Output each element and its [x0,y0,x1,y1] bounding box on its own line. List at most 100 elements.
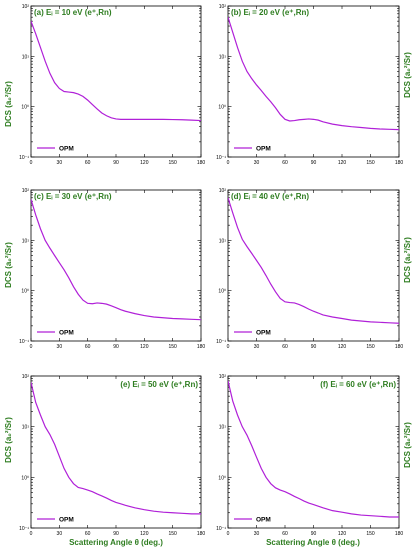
y-tick-label-f-1: 10⁰ [218,475,226,481]
x-tick-label-a-30: 30 [57,160,63,166]
x-tick-label-f-0: 0 [227,531,230,537]
x-tick-label-a-90: 90 [113,160,119,166]
panel-f: 0 30 60 90 120 150 180 10⁻¹ 10⁰ 10¹ 10² OPM (f) Eᵢ =… [216,374,403,537]
x-tick-label-a-120: 120 [140,160,149,166]
x-tick-label-e-120: 120 [140,531,149,537]
panel-a: 0 30 60 90 120 150 180 10⁻¹ 10⁰ 10¹ 10² OPM (a) Eᵢ =… [19,4,205,166]
x-tick-label-f-180: 180 [395,531,404,537]
y-tick-label-d-3: 10² [219,188,227,194]
y-tick-label-f-3: 10² [219,374,227,380]
x-tick-label-c-0: 0 [30,344,33,350]
ylabel-panel-a: DCS (a₀²/Sr) [4,81,13,127]
x-tick-label-f-150: 150 [366,531,375,537]
legend-label-c: OPM [59,329,74,336]
x-tick-label-d-90: 90 [311,344,317,350]
y-tick-label-f-2: 10¹ [219,425,227,431]
y-tick-label-a-3: 10² [22,4,30,10]
x-tick-label-d-0: 0 [227,344,230,350]
x-tick-label-e-90: 90 [113,531,119,537]
panel-title-b: (b) Eᵢ = 20 eV (e⁺,Rn) [231,8,309,17]
series-line-c [31,199,201,321]
x-tick-label-b-150: 150 [366,160,375,166]
plot-frame-e [30,375,202,529]
panel-e: 0 30 60 90 120 150 180 10⁻¹ 10⁰ 10¹ 10² OPM (e) Eᵢ =… [19,374,205,537]
y-tick-label-b-0: 10⁻¹ [216,155,226,161]
series-line-d [228,197,399,324]
ylabel-panel-e: DCS (a₀²/Sr) [4,417,13,463]
y-tick-label-b-1: 10⁰ [218,105,226,111]
y-tick-label-e-2: 10¹ [22,425,30,431]
x-tick-label-e-60: 60 [85,531,91,537]
y-tick-label-c-2: 10¹ [22,238,30,244]
legend-label-f: OPM [256,516,271,523]
x-tick-label-e-0: 0 [30,531,33,537]
legend-label-d: OPM [256,329,271,336]
x-tick-label-b-60: 60 [282,160,288,166]
x-tick-label-a-150: 150 [168,160,177,166]
xlabel-left: Scattering Angle θ (deg.) [69,538,163,547]
x-tick-label-b-30: 30 [254,160,260,166]
series-line-f [228,380,399,518]
ylabel-panel-b: DCS (a₀²/Sr) [403,52,412,98]
legend-label-e: OPM [59,516,74,523]
panel-title-e: (e) Eᵢ = 50 eV (e⁺,Rn) [120,380,198,389]
panel-title-c: (c) Eᵢ = 30 eV (e⁺,Rn) [34,192,112,201]
y-tick-label-c-3: 10² [22,188,30,194]
xlabel-right: Scattering Angle θ (deg.) [266,538,360,547]
y-tick-label-c-1: 10⁰ [21,289,29,295]
ylabel-panel-f: DCS (a₀²/Sr) [403,422,412,468]
y-tick-label-a-0: 10⁻¹ [19,155,29,161]
panel-d: 0 30 60 90 120 150 180 10⁻¹ 10⁰ 10¹ 10² OPM (d) Eᵢ =… [216,188,403,350]
x-tick-label-e-150: 150 [168,531,177,537]
x-tick-label-f-60: 60 [282,531,288,537]
x-tick-label-c-180: 180 [197,344,206,350]
y-tick-label-e-1: 10⁰ [21,475,29,481]
y-tick-label-f-0: 10⁻¹ [216,526,226,532]
y-tick-label-b-3: 10² [219,4,227,10]
y-tick-label-a-2: 10¹ [22,54,30,60]
x-tick-label-b-0: 0 [227,160,230,166]
x-tick-label-d-150: 150 [366,344,375,350]
x-tick-label-e-30: 30 [57,531,63,537]
y-tick-label-d-2: 10¹ [219,238,227,244]
x-tick-label-b-180: 180 [395,160,404,166]
y-tick-label-b-2: 10¹ [219,54,227,60]
x-tick-label-a-0: 0 [30,160,33,166]
panel-title-a: (a) Eᵢ = 10 eV (e⁺,Rn) [34,8,112,17]
y-tick-label-e-3: 10² [22,374,30,380]
x-tick-label-c-90: 90 [113,344,119,350]
y-tick-label-a-1: 10⁰ [21,105,29,111]
y-tick-label-e-0: 10⁻¹ [19,526,29,532]
x-tick-label-f-120: 120 [338,531,347,537]
series-line-a [31,20,201,122]
x-tick-label-d-120: 120 [338,344,347,350]
x-tick-label-f-90: 90 [311,531,317,537]
x-tick-label-c-150: 150 [168,344,177,350]
x-tick-label-d-60: 60 [282,344,288,350]
legend-label-a: OPM [59,145,74,152]
panel-title-d: (d) Eᵢ = 40 eV (e⁺,Rn) [231,192,309,201]
x-tick-label-b-120: 120 [338,160,347,166]
y-tick-label-d-0: 10⁻¹ [216,339,226,345]
x-tick-label-d-30: 30 [254,344,260,350]
legend-label-b: OPM [256,145,271,152]
x-tick-label-d-180: 180 [395,344,404,350]
x-tick-label-c-60: 60 [85,344,91,350]
panel-title-f: (f) Eᵢ = 60 eV (e⁺,Rn) [320,380,396,389]
panel-b: 0 30 60 90 120 150 180 10⁻¹ 10⁰ 10¹ 10² OPM (b) Eᵢ =… [216,4,403,166]
x-tick-label-b-90: 90 [311,160,317,166]
series-line-b [228,16,399,131]
ylabel-panel-d: DCS (a₀²/Sr) [403,237,412,283]
x-tick-label-c-120: 120 [140,344,149,350]
ylabel-panel-c: DCS (a₀²/Sr) [4,242,13,288]
y-tick-label-d-1: 10⁰ [218,289,226,295]
series-line-e [31,382,201,515]
y-tick-label-c-0: 10⁻¹ [19,339,29,345]
plot-frame-d [227,189,400,342]
panel-c: 0 30 60 90 120 150 180 10⁻¹ 10⁰ 10¹ 10² OPM (c) Eᵢ =… [19,188,205,350]
x-tick-label-a-180: 180 [197,160,206,166]
x-tick-label-e-180: 180 [197,531,206,537]
plot-frame-a [30,5,202,158]
x-tick-label-f-30: 30 [254,531,260,537]
